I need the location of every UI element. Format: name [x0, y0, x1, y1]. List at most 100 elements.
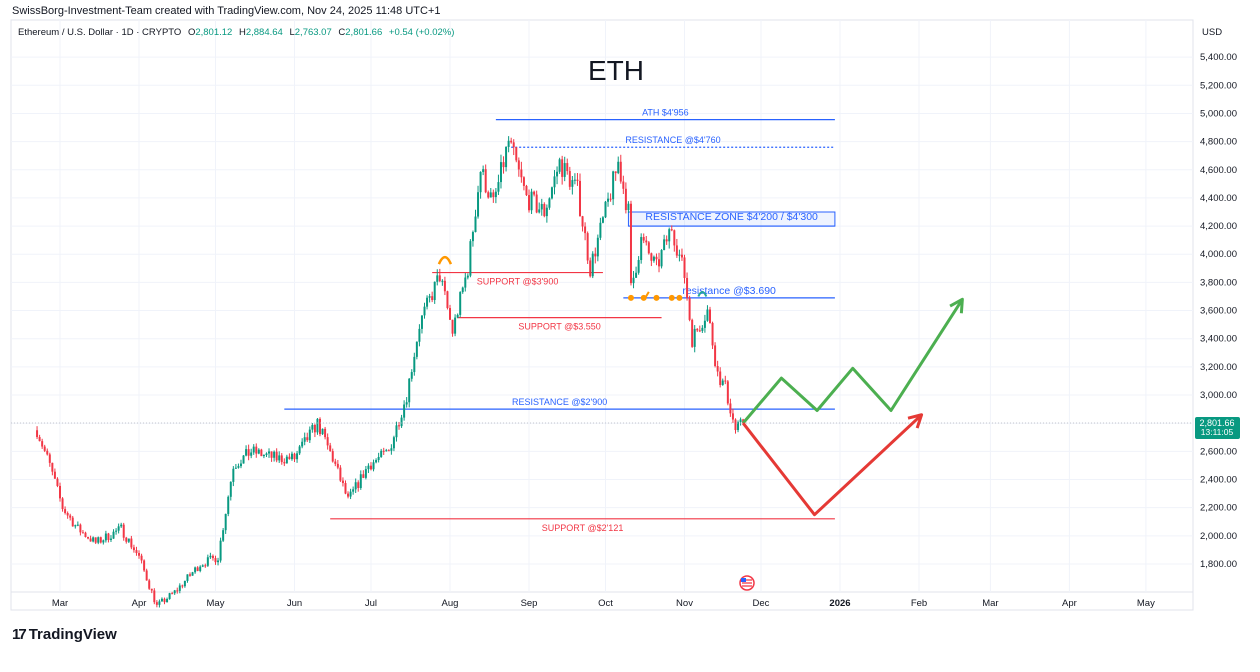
- candle-body: [698, 330, 701, 332]
- x-tick-label: May: [207, 598, 225, 609]
- candle-body: [270, 451, 273, 458]
- candle-body: [357, 482, 360, 488]
- grid: [11, 20, 1193, 592]
- candle-body: [721, 380, 724, 385]
- candle-body: [87, 536, 90, 539]
- candle-body: [530, 191, 533, 211]
- candle-body: [229, 481, 232, 497]
- candle-body: [364, 469, 367, 478]
- close-value: 2,801.66: [345, 27, 382, 38]
- candle-body: [46, 450, 49, 455]
- candle-body: [367, 465, 370, 470]
- brand-name: TradingView: [28, 626, 117, 643]
- candle-body: [482, 169, 485, 172]
- candle-body: [262, 454, 265, 457]
- candle-body: [145, 570, 148, 581]
- candle-body: [280, 455, 283, 463]
- candle-body: [556, 171, 559, 177]
- candle-body: [130, 538, 133, 548]
- candle-body: [36, 430, 39, 438]
- x-tick-label: May: [1137, 598, 1155, 609]
- event-flag-icon[interactable]: [739, 575, 755, 591]
- candle-body: [224, 513, 227, 531]
- candle-body: [120, 524, 123, 527]
- support-dot: [668, 294, 675, 301]
- legend: Ethereum / U.S. Dollar · 1D · CRYPTO O2,…: [18, 27, 454, 38]
- candle-body: [89, 538, 92, 542]
- close-label: C: [338, 27, 345, 38]
- candle-body: [66, 512, 69, 516]
- candle-body: [459, 292, 462, 315]
- candle-body: [313, 424, 316, 433]
- candle-body: [255, 446, 258, 454]
- x-tick-label: Sep: [521, 598, 538, 609]
- candle-body: [99, 537, 102, 543]
- candle-body: [405, 402, 408, 405]
- candle-body: [38, 437, 41, 442]
- candle-body: [301, 441, 304, 447]
- currency-label[interactable]: USD: [1202, 27, 1222, 38]
- candle-body: [316, 418, 319, 433]
- candle-body: [250, 452, 253, 456]
- support-dot: [676, 294, 683, 301]
- candle-body: [635, 272, 638, 278]
- candle-body: [64, 509, 67, 513]
- tick-marker: [644, 291, 650, 298]
- y-tick-label: 2,400.00: [1200, 475, 1237, 486]
- candle-body: [321, 428, 324, 435]
- candle-body: [306, 437, 309, 441]
- candle-body: [441, 280, 444, 282]
- candle-body: [466, 275, 469, 278]
- candle-body: [183, 580, 186, 587]
- candle-body: [706, 309, 709, 321]
- candle-body: [431, 296, 434, 301]
- candle-body: [189, 574, 191, 576]
- candle-body: [104, 533, 107, 541]
- symbol-name: Ethereum / U.S. Dollar · 1D · CRYPTO: [18, 27, 181, 38]
- candle-body: [97, 537, 100, 543]
- candle-body: [194, 567, 197, 573]
- candle-body: [336, 463, 339, 468]
- candle-body: [222, 530, 225, 541]
- candle-body: [415, 341, 418, 357]
- y-tick-label: 5,000.00: [1200, 108, 1237, 119]
- candle-body: [239, 463, 242, 467]
- bearish-projection: [741, 413, 923, 517]
- candle-body: [326, 437, 329, 446]
- tradingview-logo[interactable]: 17 TradingView: [12, 626, 117, 643]
- candle-body: [579, 180, 581, 217]
- bearish-arrowhead: [907, 413, 924, 429]
- candle-body: [155, 602, 158, 605]
- candle-body: [456, 314, 459, 318]
- candle-body: [655, 256, 658, 260]
- candle-body: [675, 245, 678, 256]
- candle-body: [640, 237, 643, 261]
- y-tick-label: 2,600.00: [1200, 446, 1237, 457]
- candle-body: [731, 413, 734, 420]
- candle-body: [178, 585, 181, 591]
- candle-body: [449, 308, 451, 320]
- candle-body: [629, 203, 632, 284]
- candle-body: [234, 467, 237, 469]
- candle-body: [209, 555, 212, 558]
- candle-body: [426, 297, 429, 307]
- candle-body: [418, 328, 421, 342]
- candle-body: [352, 489, 355, 492]
- candle-body: [522, 177, 525, 186]
- candle-body: [153, 590, 156, 603]
- candle-body: [245, 449, 248, 456]
- candle-body: [446, 291, 449, 309]
- candle-body: [372, 462, 375, 470]
- open-value: 2,801.12: [195, 27, 232, 38]
- candle-body: [502, 162, 505, 168]
- candle-body: [290, 453, 293, 460]
- level-label: ATH $4'956: [642, 108, 689, 118]
- level-label: SUPPORT @$2'121: [542, 523, 624, 533]
- candle-body: [734, 419, 737, 431]
- candle-body: [599, 222, 602, 238]
- candle-body: [61, 498, 64, 510]
- candle-body: [176, 590, 179, 592]
- candle-body: [739, 419, 742, 423]
- candle-body: [380, 450, 383, 457]
